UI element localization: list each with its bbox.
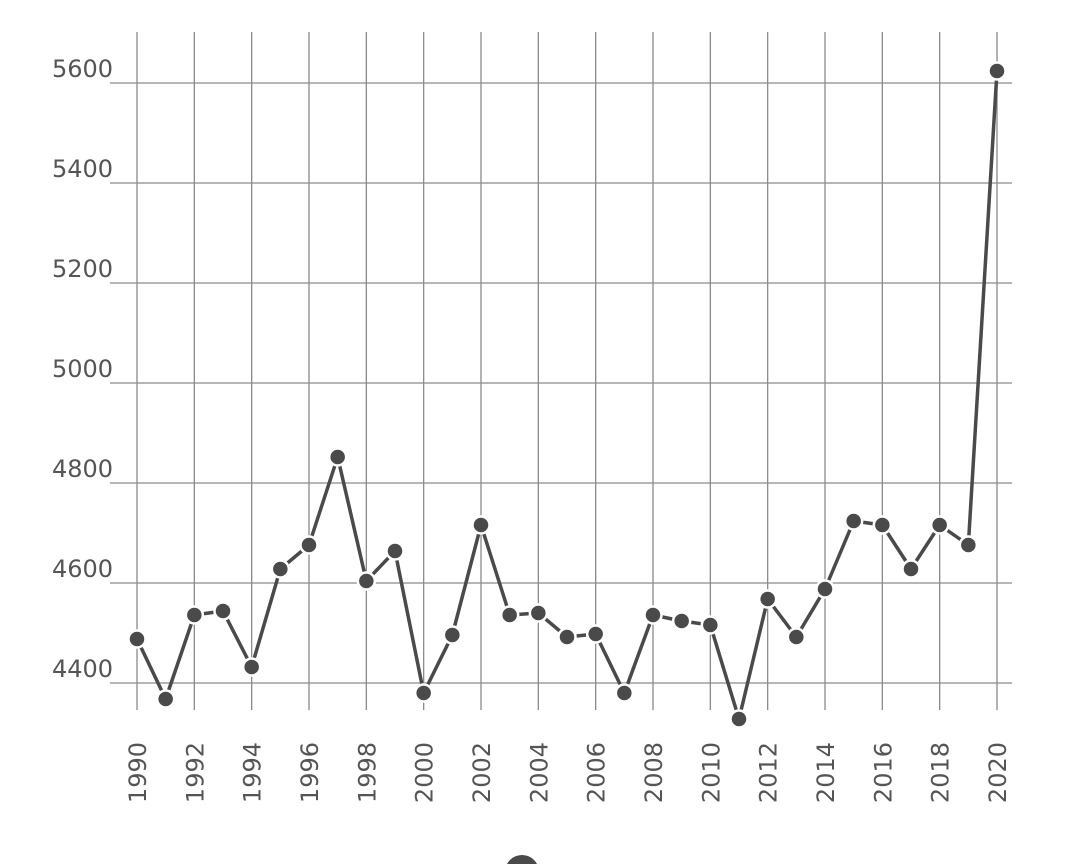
data-point[interactable] — [843, 511, 864, 531]
x-tick-label: 1998 — [353, 742, 381, 803]
x-tick-label: 1994 — [239, 742, 267, 803]
x-tick-label: 1992 — [181, 742, 209, 803]
data-point[interactable] — [872, 515, 893, 535]
data-point[interactable] — [614, 683, 635, 703]
y-tick-label: 4800 — [52, 455, 113, 483]
data-point[interactable] — [643, 605, 663, 625]
y-axis: 4400 4600 4800 5000 5200 5400 5600 — [52, 55, 113, 683]
x-tick-label: 1996 — [296, 742, 324, 803]
data-point[interactable] — [241, 657, 262, 677]
x-tick-label: 2010 — [697, 742, 725, 803]
x-tick-label: 2002 — [468, 742, 496, 803]
data-point[interactable] — [270, 559, 291, 579]
x-tick-label: 2000 — [411, 742, 439, 803]
data-point[interactable] — [786, 627, 807, 647]
x-tick-label: 2020 — [984, 742, 1012, 803]
y-tick-label: 4400 — [52, 655, 113, 683]
data-point[interactable] — [757, 589, 778, 609]
data-point[interactable] — [413, 683, 434, 703]
y-tick-label: 5000 — [52, 355, 113, 383]
data-point[interactable] — [127, 629, 147, 649]
x-tick-label: 2014 — [812, 742, 840, 803]
data-point[interactable] — [958, 535, 979, 555]
data-point[interactable] — [327, 447, 348, 467]
y-tick-label: 5400 — [52, 155, 113, 183]
y-tick-label: 5600 — [52, 55, 113, 83]
data-point[interactable] — [729, 709, 749, 729]
data-point[interactable] — [671, 611, 692, 631]
data-point[interactable] — [184, 605, 205, 625]
legend-marker[interactable] — [505, 855, 539, 864]
x-tick-label: 2004 — [525, 742, 553, 803]
data-point[interactable] — [815, 579, 835, 599]
data-point[interactable] — [155, 689, 176, 709]
data-point[interactable] — [471, 515, 491, 535]
x-tick-label: 2018 — [927, 742, 955, 803]
x-tick-label: 2008 — [640, 742, 668, 803]
series-line — [135, 70, 999, 721]
data-point[interactable] — [213, 601, 233, 621]
data-point[interactable] — [901, 559, 921, 579]
x-axis: 1990 1992 1994 1996 1998 2000 2002 2004 2006 2008… — [124, 742, 1012, 803]
data-point[interactable] — [987, 61, 1007, 81]
data-point[interactable] — [356, 571, 377, 591]
data-point[interactable] — [700, 615, 721, 635]
data-point[interactable] — [499, 605, 520, 625]
data-point[interactable] — [385, 541, 405, 561]
x-tick-label: 2012 — [755, 742, 783, 803]
y-tick-label: 5200 — [52, 255, 113, 283]
x-tick-label: 1990 — [124, 742, 152, 803]
gridlines — [110, 32, 1012, 710]
data-point[interactable] — [299, 535, 319, 555]
data-point[interactable] — [585, 624, 606, 644]
y-tick-label: 4600 — [52, 555, 113, 583]
data-point[interactable] — [442, 625, 463, 645]
data-point[interactable] — [557, 627, 577, 647]
data-point[interactable] — [929, 515, 950, 535]
data-point[interactable] — [528, 603, 549, 623]
x-tick-label: 2016 — [869, 742, 897, 803]
x-tick-label: 2006 — [583, 742, 611, 803]
series — [127, 61, 1007, 729]
